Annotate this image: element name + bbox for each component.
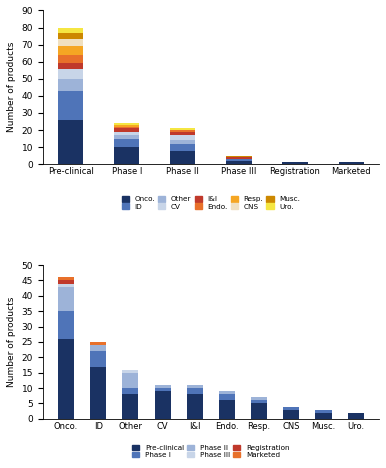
Bar [219, 394, 235, 400]
Bar [58, 33, 83, 39]
Bar [154, 388, 171, 391]
Bar [122, 388, 139, 394]
Legend: Onco., ID, Other, CV, I&I, Endo., Resp., CNS, Musc., Uro.: Onco., ID, Other, CV, I&I, Endo., Resp.,… [122, 196, 300, 210]
Bar [58, 284, 74, 286]
Bar [90, 351, 106, 366]
Bar [219, 400, 235, 419]
Bar [122, 370, 139, 373]
Legend: Pre-clinical, Phase I, Phase II, Phase III, Registration, Marketed: Pre-clinical, Phase I, Phase II, Phase I… [132, 445, 290, 458]
Bar [170, 130, 195, 132]
Y-axis label: Number of products: Number of products [7, 42, 16, 132]
Bar [170, 135, 195, 140]
Bar [58, 120, 83, 164]
Bar [114, 128, 139, 132]
Bar [114, 139, 139, 147]
Bar [170, 132, 195, 135]
Bar [170, 128, 195, 130]
Bar [114, 147, 139, 164]
Bar [170, 140, 195, 144]
Bar [251, 400, 267, 403]
Bar [226, 157, 252, 159]
Bar [114, 135, 139, 139]
Bar [58, 91, 83, 120]
Bar [58, 28, 83, 33]
Bar [58, 46, 83, 55]
Bar [348, 413, 364, 419]
Bar [170, 151, 195, 164]
Bar [58, 68, 83, 79]
Bar [90, 366, 106, 419]
Bar [122, 373, 139, 388]
Bar [58, 39, 83, 46]
Bar [315, 413, 332, 419]
Bar [251, 397, 267, 400]
Bar [283, 162, 308, 164]
Bar [226, 156, 252, 157]
Bar [114, 125, 139, 126]
Bar [58, 79, 83, 91]
Bar [114, 126, 139, 128]
Bar [58, 311, 74, 339]
Bar [90, 345, 106, 351]
Bar [58, 339, 74, 419]
Bar [170, 144, 195, 151]
Bar [339, 162, 364, 164]
Y-axis label: Number of products: Number of products [7, 297, 16, 387]
Bar [58, 286, 74, 311]
Bar [219, 391, 235, 394]
Bar [251, 403, 267, 419]
Bar [187, 394, 203, 419]
Bar [283, 407, 300, 410]
Bar [58, 55, 83, 63]
Bar [122, 394, 139, 419]
Bar [58, 63, 83, 68]
Bar [90, 342, 106, 345]
Bar [226, 159, 252, 161]
Bar [58, 280, 74, 284]
Bar [187, 385, 203, 388]
Bar [315, 410, 332, 413]
Bar [187, 388, 203, 394]
Bar [226, 161, 252, 164]
Bar [114, 132, 139, 135]
Bar [154, 385, 171, 388]
Bar [154, 391, 171, 419]
Bar [58, 278, 74, 280]
Bar [114, 123, 139, 125]
Bar [283, 410, 300, 419]
